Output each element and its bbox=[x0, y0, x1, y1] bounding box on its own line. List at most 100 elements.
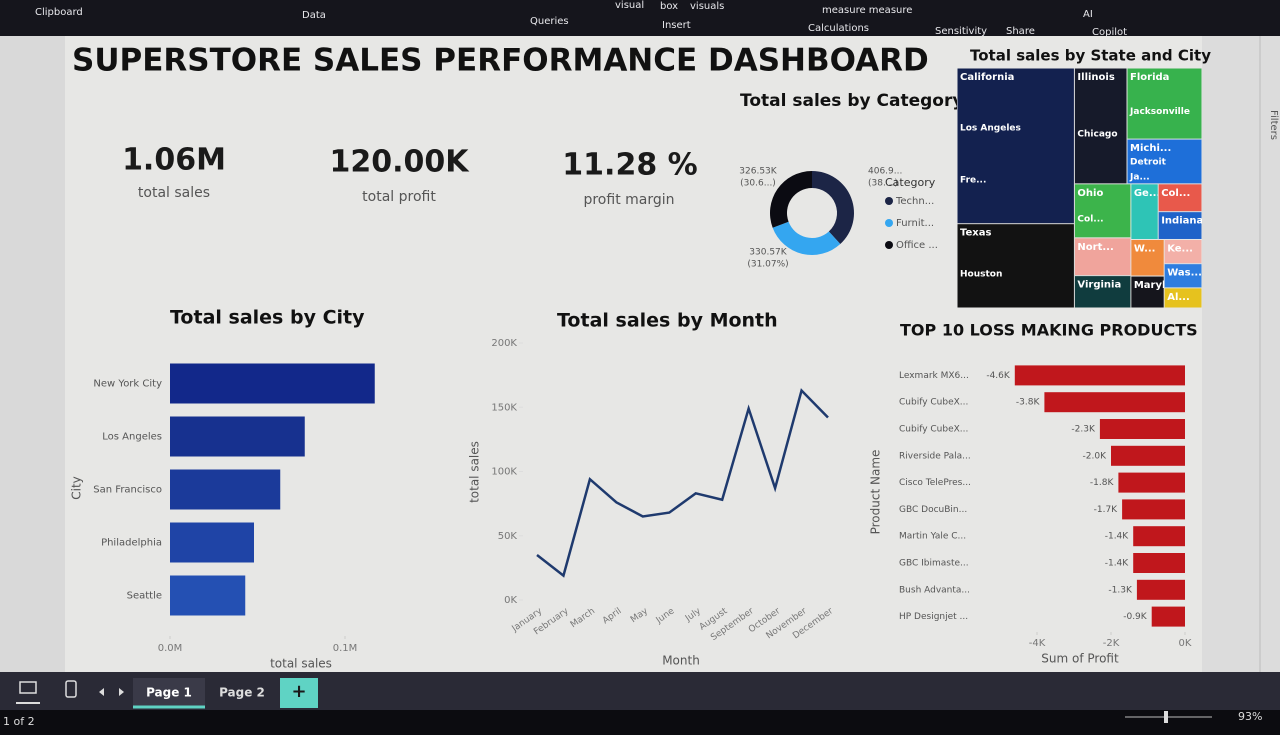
donut-slice bbox=[770, 171, 812, 228]
treemap-rect bbox=[1164, 287, 1202, 309]
filters-pane bbox=[1202, 36, 1280, 672]
treemap-city: Chicago bbox=[1077, 129, 1117, 139]
treemap-label: California bbox=[960, 72, 1014, 83]
data-label: (38....) bbox=[868, 179, 898, 189]
ribbon-label[interactable]: Share bbox=[1006, 26, 1035, 37]
legend-marker bbox=[885, 241, 893, 249]
treemap-rect bbox=[957, 68, 1075, 224]
ribbon-label[interactable]: Sensitivity bbox=[935, 26, 987, 37]
y-tick-label: Bush Advanta... bbox=[899, 585, 970, 595]
treemap-tile: Virginia bbox=[1074, 275, 1131, 308]
kpi-label: profit margin bbox=[583, 192, 674, 208]
chart-title: Total sales by State and City bbox=[970, 47, 1211, 65]
kpi-value: 11.28 % bbox=[562, 148, 697, 183]
y-tick-label: Philadelphia bbox=[101, 538, 162, 549]
treemap-label: Texas bbox=[960, 228, 991, 239]
treemap-tile: Florida Jacksonville bbox=[1127, 68, 1202, 140]
treemap-city: Detroit bbox=[1130, 158, 1167, 168]
page-tabs-bar bbox=[0, 672, 1280, 710]
bar bbox=[170, 575, 246, 616]
ribbon-label[interactable]: visuals bbox=[690, 1, 724, 12]
donut-slice bbox=[812, 171, 854, 245]
bar bbox=[170, 522, 254, 563]
ribbon-label[interactable]: Copilot bbox=[1092, 27, 1127, 38]
treemap-rect bbox=[1074, 68, 1128, 184]
treemap-rect bbox=[1158, 211, 1203, 240]
ribbon bbox=[0, 0, 1280, 36]
x-tick-label: -2K bbox=[1103, 638, 1120, 649]
data-label: -1.3K bbox=[1108, 585, 1133, 595]
legend-marker bbox=[885, 197, 893, 205]
bar bbox=[1133, 526, 1185, 547]
treemap-label: Illinois bbox=[1077, 72, 1114, 83]
bar bbox=[1111, 445, 1185, 466]
mobile-view-icon[interactable] bbox=[65, 680, 77, 698]
filters-label[interactable]: Filters bbox=[1268, 110, 1279, 140]
y-axis-title: City bbox=[70, 476, 84, 500]
page-tab-label[interactable]: Page 2 bbox=[219, 686, 265, 700]
next-page-arrow[interactable] bbox=[119, 688, 124, 696]
ribbon-label[interactable]: Data bbox=[302, 10, 326, 21]
chart-title: TOP 10 LOSS MAKING PRODUCTS bbox=[900, 321, 1198, 340]
y-tick-label: Los Angeles bbox=[102, 432, 162, 443]
left-margin bbox=[0, 36, 65, 672]
legend-label: Techn... bbox=[895, 196, 934, 207]
y-tick-label: 0K bbox=[504, 595, 517, 606]
x-axis-title: Sum of Profit bbox=[1041, 652, 1119, 666]
bar bbox=[170, 469, 281, 510]
treemap-rect bbox=[1130, 239, 1165, 277]
zoom-thumb[interactable] bbox=[1164, 711, 1168, 723]
ribbon-label[interactable]: box bbox=[660, 1, 678, 12]
ribbon-label[interactable]: AI bbox=[1083, 9, 1093, 20]
treemap-tile: Nort... bbox=[1074, 237, 1131, 276]
bar bbox=[1118, 472, 1185, 493]
kpi-label: total profit bbox=[362, 189, 436, 205]
desktop-view-icon[interactable] bbox=[19, 681, 37, 694]
ribbon-label[interactable]: Clipboard bbox=[35, 7, 83, 18]
ribbon-label[interactable]: measure measure bbox=[822, 5, 912, 16]
x-axis-title: Month bbox=[662, 654, 700, 668]
page-tab-label[interactable]: Page 1 bbox=[146, 686, 192, 700]
treemap-city: Fre... bbox=[960, 175, 986, 185]
donut-slice bbox=[772, 221, 841, 255]
treemap-rect bbox=[1127, 139, 1202, 184]
ribbon-label[interactable]: Queries bbox=[530, 16, 569, 27]
treemap-rect bbox=[1130, 183, 1159, 240]
y-tick-label: Riverside Pala... bbox=[899, 451, 971, 461]
kpi-value: 120.00K bbox=[329, 145, 470, 180]
y-tick-label: Lexmark MX6... bbox=[899, 371, 969, 381]
data-label: -3.8K bbox=[1016, 398, 1041, 408]
prev-page-arrow[interactable] bbox=[99, 688, 104, 696]
treemap-label: W... bbox=[1134, 243, 1156, 254]
status-bar bbox=[0, 710, 1280, 735]
ribbon-label[interactable]: Insert bbox=[662, 20, 691, 31]
bar bbox=[170, 363, 375, 404]
treemap-rect bbox=[1158, 183, 1203, 212]
y-tick-label: 50K bbox=[498, 531, 518, 542]
add-page-label[interactable]: + bbox=[291, 681, 306, 702]
x-tick-label: 0.1M bbox=[333, 643, 358, 654]
treemap-rect bbox=[1164, 263, 1202, 288]
page-tab[interactable] bbox=[133, 678, 205, 708]
treemap-rect bbox=[1074, 183, 1131, 238]
x-tick-label: 0.0M bbox=[158, 643, 183, 654]
ribbon-label[interactable]: visual bbox=[615, 0, 644, 11]
treemap-tile: Indiana bbox=[1158, 211, 1203, 240]
y-tick-label: 150K bbox=[491, 402, 517, 413]
bar bbox=[1136, 579, 1185, 600]
treemap-tile: Ke... bbox=[1164, 239, 1202, 264]
add-page-button[interactable] bbox=[280, 678, 318, 708]
ribbon-label[interactable]: Calculations bbox=[808, 23, 869, 34]
treemap-label: Virginia bbox=[1077, 280, 1121, 291]
treemap-label: Nort... bbox=[1077, 242, 1113, 253]
data-label: 406.9... bbox=[868, 167, 902, 177]
treemap-label: Col... bbox=[1161, 188, 1190, 199]
legend-marker bbox=[885, 219, 893, 227]
treemap-city: Los Angeles bbox=[960, 123, 1021, 133]
treemap-label: Was... bbox=[1167, 268, 1202, 279]
bar bbox=[170, 416, 305, 457]
dashboard-title: SUPERSTORE SALES PERFORMANCE DASHBOARD bbox=[72, 43, 929, 79]
y-tick-label: GBC Ibimaste... bbox=[899, 559, 969, 569]
treemap-label: Ge... bbox=[1134, 188, 1160, 199]
treemap-rect bbox=[1074, 275, 1131, 308]
